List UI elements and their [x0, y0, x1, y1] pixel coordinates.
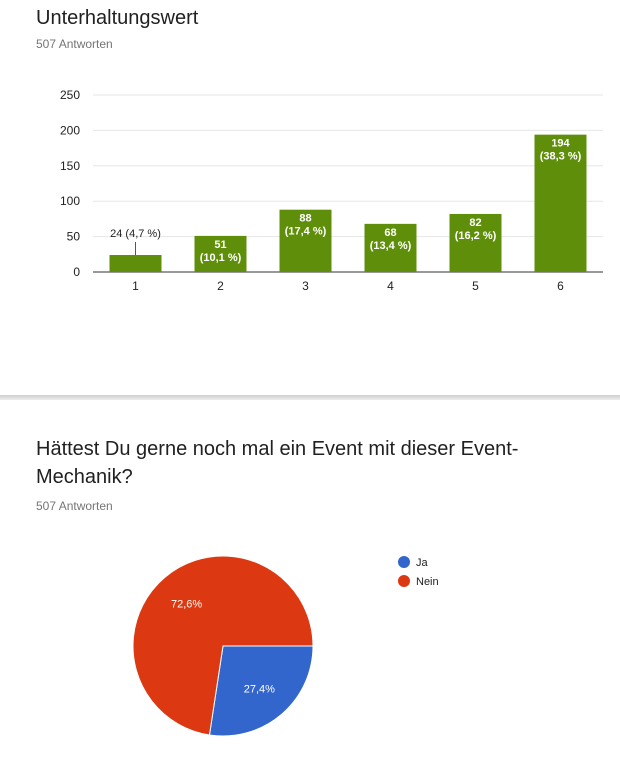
question-card-unterhaltungswert: Unterhaltungswert 507 Antworten 0 50 100 15… [36, 7, 603, 293]
bar-chart: 0 50 100 150 200 250 1 24 (4,7 %) 2 51 (10,1 %) 3 88… [60, 88, 603, 293]
bar [279, 209, 332, 272]
x-tick-label: 4 [387, 279, 394, 293]
question-title: Unterhaltungswert [36, 7, 199, 29]
data-label: 24 (4,7 %) [110, 228, 161, 240]
x-tick-label: 3 [302, 279, 309, 293]
response-count: 507 Antworten [36, 499, 113, 513]
x-tick-label: 6 [557, 279, 564, 293]
bar [109, 255, 162, 272]
slice-percent-label: 27,4% [244, 683, 275, 695]
question-title: Hättest Du gerne noch mal ein Event mit … [36, 438, 519, 488]
data-label: 194 (38,3 %) [540, 138, 582, 163]
card-divider [0, 395, 620, 400]
bar [534, 134, 587, 272]
data-label: 82 (16,2 %) [455, 217, 497, 242]
pie-slice [132, 555, 314, 736]
bar [364, 223, 417, 272]
pie-slice [208, 645, 314, 737]
x-tick-label: 2 [217, 279, 224, 293]
pie-chart: 27,4% 72,6% Ja Nein [132, 555, 439, 737]
slice-percent-label: 72,6% [171, 599, 202, 611]
data-label: 68 (13,4 %) [370, 227, 412, 252]
y-tick-label: 150 [60, 159, 80, 173]
legend-label: Nein [416, 576, 439, 588]
x-tick-label: 1 [132, 279, 139, 293]
data-label: 88 (17,4 %) [285, 213, 327, 238]
legend-label: Ja [416, 557, 429, 569]
x-tick-label: 5 [472, 279, 479, 293]
y-tick-label: 100 [60, 194, 80, 208]
y-tick-label: 50 [67, 230, 81, 244]
response-count: 507 Antworten [36, 37, 113, 51]
data-label: 51 (10,1 %) [200, 239, 242, 264]
y-tick-label: 250 [60, 88, 80, 102]
legend-marker [398, 556, 410, 568]
y-tick-label: 200 [60, 123, 80, 137]
bar [449, 213, 502, 272]
question-card-event-mechanik: Hättest Du gerne noch mal ein Event mit … [0, 400, 620, 765]
bar [194, 235, 247, 272]
legend-marker [398, 575, 410, 587]
y-tick-label: 0 [73, 265, 80, 279]
